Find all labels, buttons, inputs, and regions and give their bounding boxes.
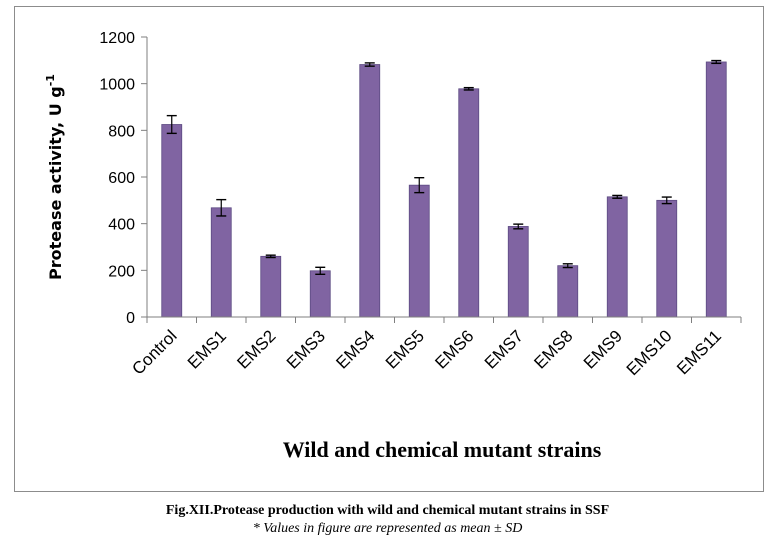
plot-area	[147, 37, 741, 317]
x-category-label: EMS5	[382, 326, 428, 372]
bar-ems5	[408, 184, 430, 318]
bar-ems8	[557, 265, 579, 318]
y-axis-title-superscript: -1	[44, 74, 57, 86]
error-bar-ems6	[463, 86, 474, 91]
error-bar-control	[166, 114, 177, 135]
y-tick-label: 600	[108, 170, 135, 187]
x-category-label: EMS11	[673, 326, 725, 378]
x-category-label: EMS6	[431, 326, 477, 372]
error-bar-ems5	[414, 176, 425, 194]
error-bar-ems8	[562, 263, 573, 269]
x-category-label: EMS1	[184, 326, 230, 372]
bar-ems6	[458, 88, 480, 318]
x-category-label: EMS10	[623, 326, 676, 379]
x-category-label: EMS2	[233, 326, 279, 372]
bar-ems3	[309, 270, 331, 318]
error-bar-ems10	[661, 196, 672, 205]
bar-ems11	[705, 61, 727, 318]
error-bar-ems9	[612, 194, 623, 199]
y-tick-label: 400	[108, 217, 135, 234]
error-bar-ems11	[711, 59, 722, 65]
y-tick-label: 1000	[99, 77, 135, 94]
x-category-label: EMS8	[530, 326, 576, 372]
y-tick-label: 1200	[99, 30, 135, 47]
y-axis-title: Protease activity, U g-1	[44, 74, 65, 280]
error-bar-ems3	[315, 266, 326, 275]
error-bar-ems2	[265, 254, 276, 259]
y-axis-title-main: Protease activity, U g	[46, 86, 65, 280]
bar-ems2	[260, 255, 282, 318]
y-tick-label: 200	[108, 263, 135, 280]
x-category-label: EMS9	[580, 326, 626, 372]
bar-ems7	[507, 226, 529, 318]
error-bar-ems7	[513, 223, 524, 230]
figure-note: * Values in figure are represented as me…	[252, 521, 523, 536]
error-bar-ems4	[364, 62, 375, 67]
bar-ems10	[656, 199, 678, 318]
x-category-label: EMS7	[481, 326, 527, 372]
bar-ems1	[210, 207, 232, 318]
bar-control	[161, 124, 183, 318]
figure-caption: Fig.XII.Protease production with wild an…	[165, 503, 610, 518]
y-tick-label: 0	[126, 310, 135, 327]
error-bar-ems1	[216, 198, 227, 217]
x-category-label: EMS4	[332, 326, 378, 372]
x-category-label: Control	[128, 326, 180, 378]
bar-ems4	[359, 64, 381, 318]
x-axis-title: Wild and chemical mutant strains	[283, 437, 602, 462]
bar-ems9	[606, 196, 628, 318]
y-tick-label: 800	[108, 123, 135, 140]
x-category-label: EMS3	[283, 326, 329, 372]
